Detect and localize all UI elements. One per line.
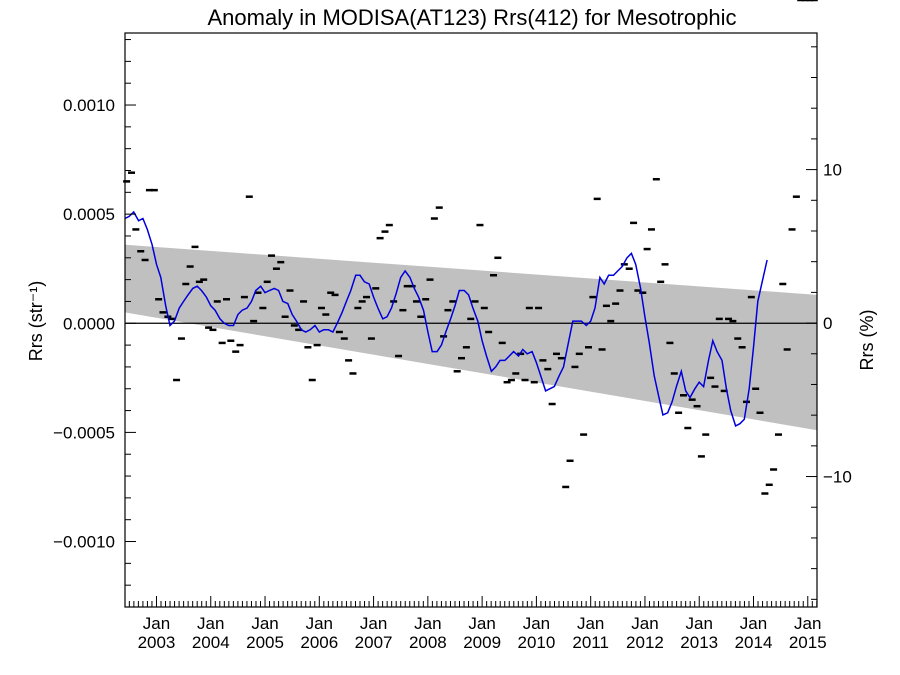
left-tick-label: −0.0005	[53, 423, 115, 442]
x-tick-label-month: Jan	[197, 614, 224, 633]
x-tick-label-month: Jan	[686, 614, 713, 633]
x-tick-label-year: 2004	[192, 633, 230, 652]
smoothed-series-line	[124, 210, 768, 427]
x-tick-label-month: Jan	[794, 614, 821, 633]
right-tick-label: 0	[823, 314, 832, 333]
plot-area: 0.0010 0.0005 0.0000 −0.0005 −0.0010 10 0 −10 Ja…	[53, 0, 852, 652]
left-tick-label: 0.0010	[63, 96, 115, 115]
x-tick-label-year: 2012	[626, 633, 664, 652]
x-tick-label-year: 2013	[680, 633, 718, 652]
chart-title: Anomaly in MODISA(AT123) Rrs(412) for Me…	[208, 5, 737, 30]
x-tick-label-year: 2003	[138, 633, 176, 652]
plot-frame	[124, 32, 818, 608]
x-tick-label-year: 2006	[300, 633, 338, 652]
x-tick-label-month: Jan	[414, 614, 441, 633]
x-tick-label-year: 2010	[517, 633, 555, 652]
y-axis-label-left: Rrs (str⁻¹)	[26, 281, 46, 361]
right-tick-label: −10	[823, 468, 852, 487]
left-tick-label: −0.0010	[53, 533, 115, 552]
x-tick-label-year: 2011	[572, 633, 609, 652]
x-tick-label-year: 2008	[409, 633, 447, 652]
x-tick-label-year: 2009	[463, 633, 501, 652]
x-tick-label-year: 2007	[355, 633, 393, 652]
x-tick-label-month: Jan	[468, 614, 495, 633]
x-tick-label-year: 2005	[246, 633, 284, 652]
x-tick-label-month: Jan	[523, 614, 550, 633]
left-tick-label: 0.0000	[63, 314, 115, 333]
left-tick-label: 0.0005	[63, 205, 115, 224]
right-tick-label: 10	[823, 161, 842, 180]
x-tick-label-year: 2015	[789, 633, 827, 652]
x-tick-label-month: Jan	[143, 614, 170, 633]
x-tick-label-month: Jan	[631, 614, 658, 633]
y-axis-label-right: Rrs (%)	[857, 310, 877, 371]
x-tick-label-year: 2014	[735, 633, 773, 652]
x-tick-label-month: Jan	[306, 614, 333, 633]
x-tick-label-month: Jan	[251, 614, 278, 633]
x-tick-label-month: Jan	[577, 614, 604, 633]
x-tick-label-month: Jan	[360, 614, 387, 633]
trend-band	[125, 244, 817, 431]
x-tick-label-month: Jan	[740, 614, 767, 633]
